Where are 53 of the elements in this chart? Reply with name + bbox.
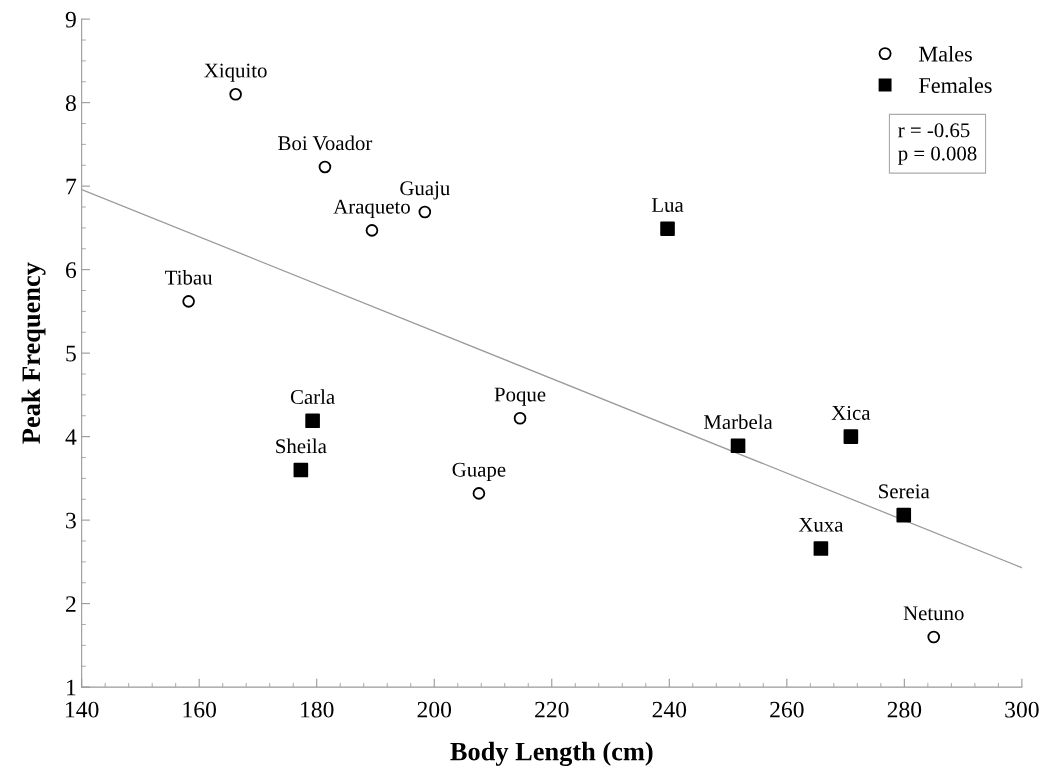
annotation: Araqueto <box>333 199 410 218</box>
point <box>305 413 320 429</box>
x-tick-label: 300 <box>1005 701 1039 718</box>
annotation: Xica <box>831 405 871 420</box>
y-tick-label: 1 <box>67 679 76 696</box>
legend-label: Males <box>919 45 972 62</box>
annotation: Lua <box>651 198 684 212</box>
annotation: Sereia <box>879 484 930 499</box>
point <box>896 507 912 523</box>
y-axis-title: Peak Frequency <box>21 262 46 444</box>
annotation: Tibau <box>165 269 213 285</box>
annotation: Carla <box>290 389 335 405</box>
x-tick-label: 260 <box>770 701 804 718</box>
annotation: Guape <box>452 462 506 481</box>
point <box>660 221 675 237</box>
x-tick-label: 280 <box>887 701 922 718</box>
annotation: Boi Voador <box>278 135 373 151</box>
y-tick-label: 7 <box>66 178 77 195</box>
x-tick-label: 240 <box>652 701 687 718</box>
annotation: r = -0.65 p = 0.008 <box>898 123 977 165</box>
point <box>182 295 195 308</box>
y-tick-label: 9 <box>65 11 76 28</box>
y-tick-label: 8 <box>65 95 76 112</box>
point <box>418 205 432 219</box>
y-tick-label: 2 <box>66 596 76 612</box>
point <box>927 630 941 644</box>
x-tick-label: 180 <box>301 701 334 718</box>
x-tick-label: 160 <box>183 701 216 718</box>
point <box>293 462 309 478</box>
y-tick-label: 4 <box>65 429 77 445</box>
x-tick-label: 200 <box>417 701 452 718</box>
annotation: Guaju <box>400 181 450 200</box>
point <box>843 429 859 444</box>
x-axis-title: Body Length (cm) <box>450 741 653 766</box>
annotation: Poque <box>494 387 546 406</box>
x-tick-label: 140 <box>66 701 99 718</box>
annotation: Xiquito <box>204 63 267 82</box>
annotation: Xuxa <box>798 517 844 532</box>
point <box>472 487 486 500</box>
annotation: Sheila <box>276 438 327 454</box>
point <box>365 224 379 237</box>
legend-label: Females <box>919 77 992 93</box>
annotation: Marbela <box>703 414 773 430</box>
point <box>513 411 527 425</box>
point <box>813 541 829 556</box>
point <box>229 88 242 101</box>
y-tick-label: 5 <box>66 345 76 362</box>
x-tick-label: 220 <box>535 701 569 718</box>
point <box>730 438 746 454</box>
y-tick-label: 3 <box>66 512 76 529</box>
y-tick-label: 6 <box>66 262 77 279</box>
point <box>318 160 332 174</box>
annotation: Netuno <box>903 606 964 621</box>
